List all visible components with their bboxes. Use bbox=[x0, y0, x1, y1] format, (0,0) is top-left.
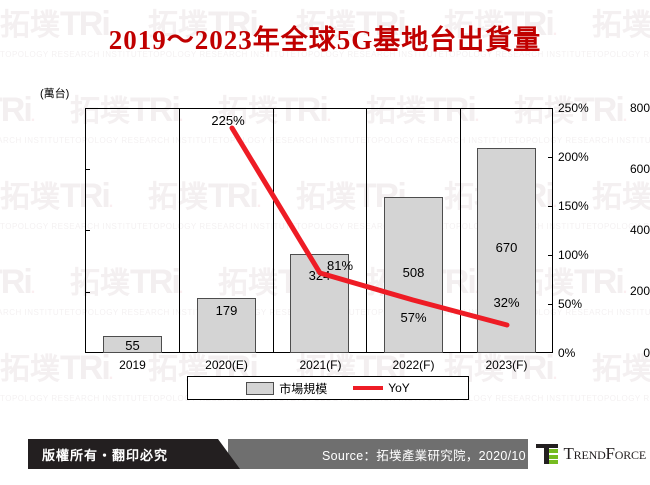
legend-label-market-size: 市場規模 bbox=[279, 381, 328, 396]
y-axis-tick-400: 400 bbox=[629, 223, 650, 237]
legend-item-market-size[interactable]: 市場規模 bbox=[246, 380, 327, 397]
y2-axis-tick-100: 100% bbox=[558, 248, 589, 262]
yoy-value-2021: 81% bbox=[326, 258, 354, 273]
legend-item-yoy[interactable]: YoY bbox=[353, 381, 410, 395]
trendforce-mark-icon bbox=[536, 444, 559, 464]
footer-copyright: 版權所有・翻印必究 bbox=[28, 439, 218, 469]
trendforce-logo: TrendForce bbox=[528, 439, 646, 469]
y-axis-tickmark-600 bbox=[85, 169, 90, 170]
category-separator-3 bbox=[366, 108, 367, 353]
y-axis-tick-600: 600 bbox=[629, 162, 650, 176]
category-separator-1 bbox=[179, 108, 180, 353]
x-axis-label-2022: 2022(F) bbox=[392, 358, 435, 372]
legend-line-swatch-icon bbox=[353, 386, 384, 390]
x-axis-label-2019: 2019 bbox=[119, 358, 146, 372]
chart-area: (萬台) 800 600 400 200 0 250% 200% 150% 10… bbox=[40, 88, 650, 400]
page-title: 2019～2023年全球5G基地台出貨量 bbox=[108, 25, 542, 55]
category-separator-2 bbox=[273, 108, 274, 353]
footer-source: Source：拓墣產業研究院，2020/10 bbox=[322, 448, 526, 463]
y-axis-tick-800: 800 bbox=[629, 101, 650, 115]
y2-axis-tickmark-100 bbox=[548, 255, 553, 256]
y-axis-tickmark-200 bbox=[85, 292, 90, 293]
bar-value-2019: 55 bbox=[125, 338, 140, 353]
slide-footer: 版權所有・翻印必究 Source：拓墣產業研究院，2020/10 TrendFo… bbox=[0, 430, 650, 485]
legend-bar-swatch-icon bbox=[246, 381, 275, 395]
y2-axis-tick-50: 50% bbox=[558, 297, 583, 311]
chart-legend: 市場規模 YoY bbox=[187, 376, 469, 400]
y-axis-tickmark-400 bbox=[85, 230, 90, 231]
legend-label-yoy: YoY bbox=[388, 381, 410, 395]
y2-axis-tickmark-150 bbox=[548, 206, 553, 207]
yoy-value-2022: 57% bbox=[400, 310, 427, 325]
bar-value-2020: 179 bbox=[215, 303, 238, 318]
y-axis-tick-0: 0 bbox=[643, 346, 650, 360]
y2-axis-tick-0: 0% bbox=[558, 346, 576, 360]
y2-axis-tick-250: 250% bbox=[558, 101, 589, 115]
y-axis-tick-200: 200 bbox=[629, 284, 650, 298]
bar-value-2023: 670 bbox=[495, 240, 518, 255]
category-separator-4 bbox=[460, 108, 461, 353]
yoy-value-2020: 225% bbox=[211, 113, 245, 128]
y-axis-unit-label: (萬台) bbox=[40, 88, 70, 100]
footer-black-slant bbox=[218, 439, 240, 469]
yoy-value-2023: 32% bbox=[493, 295, 520, 310]
x-axis-label-2020: 2020(E) bbox=[205, 358, 248, 372]
y2-axis-tick-200: 200% bbox=[558, 150, 589, 164]
bar-value-2022: 508 bbox=[402, 265, 425, 280]
x-axis-label-2021: 2021(F) bbox=[299, 358, 342, 372]
y2-axis-tick-150: 150% bbox=[558, 199, 589, 213]
y2-axis-tickmark-200 bbox=[548, 157, 553, 158]
x-axis-label-2023: 2023(F) bbox=[485, 358, 528, 372]
trendforce-wordmark: TrendForce bbox=[563, 444, 646, 463]
y2-axis-tickmark-50 bbox=[548, 304, 553, 305]
bar-2019[interactable] bbox=[103, 336, 162, 353]
